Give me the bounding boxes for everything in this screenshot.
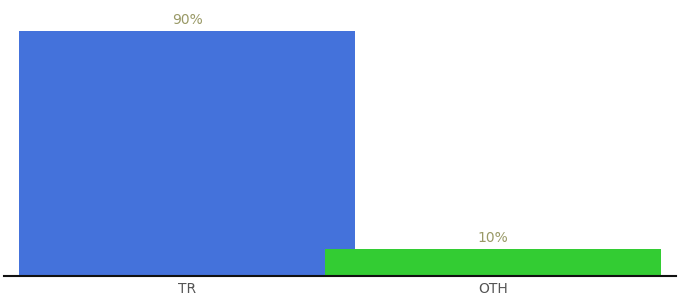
Bar xyxy=(325,249,660,276)
Bar xyxy=(20,32,355,276)
Text: 10%: 10% xyxy=(477,231,508,245)
Text: 90%: 90% xyxy=(172,13,203,27)
